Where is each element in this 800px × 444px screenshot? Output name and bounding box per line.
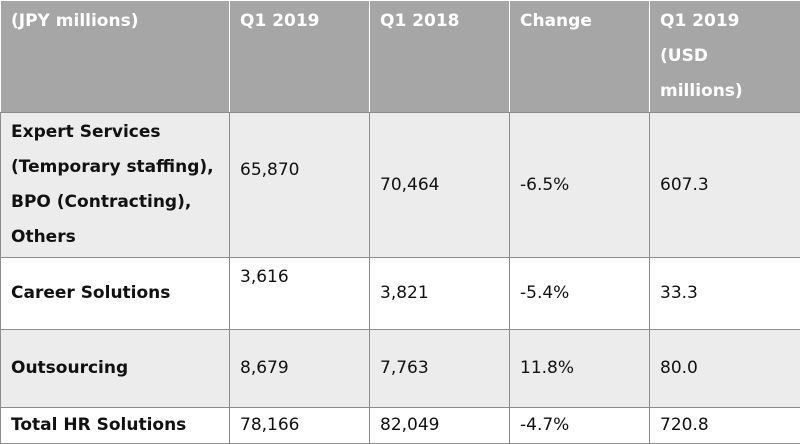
table-header-row: (JPY millions) Q1 2019 Q1 2018 Change Q1…: [1, 1, 800, 113]
cell-q1-2019-usd: 607.3: [650, 113, 800, 258]
cell-q1-2018: 82,049: [370, 408, 510, 444]
cell-q1-2018: 3,821: [370, 258, 510, 330]
cell-q1-2019-usd: 720.8: [650, 408, 800, 444]
header-q1-2019: Q1 2019: [230, 1, 370, 113]
row-label: Career Solutions: [1, 258, 230, 330]
row-label: Expert Services (Temporary staffing), BP…: [1, 113, 230, 258]
table-row-career-solutions: Career Solutions 3,616 3,821 -5.4% 33.3: [1, 258, 800, 330]
cell-q1-2018: 7,763: [370, 330, 510, 408]
table-row-expert-services: Expert Services (Temporary staffing), BP…: [1, 113, 800, 258]
cell-q1-2018: 70,464: [370, 113, 510, 258]
header-change: Change: [510, 1, 650, 113]
cell-q1-2019: 8,679: [230, 330, 370, 408]
cell-q1-2019-usd: 33.3: [650, 258, 800, 330]
header-jpy-millions: (JPY millions): [1, 1, 230, 113]
table-row-outsourcing: Outsourcing 8,679 7,763 11.8% 80.0: [1, 330, 800, 408]
cell-change: -6.5%: [510, 113, 650, 258]
cell-q1-2019: 65,870: [230, 113, 370, 258]
row-label: Total HR Solutions: [1, 408, 230, 444]
cell-change: -5.4%: [510, 258, 650, 330]
cell-q1-2019: 3,616: [230, 258, 370, 330]
row-label: Outsourcing: [1, 330, 230, 408]
header-q1-2018: Q1 2018: [370, 1, 510, 113]
cell-q1-2019: 78,166: [230, 408, 370, 444]
cell-change: -4.7%: [510, 408, 650, 444]
header-q1-2019-usd: Q1 2019 (USD millions): [650, 1, 800, 113]
table-row-total-hr-solutions: Total HR Solutions 78,166 82,049 -4.7% 7…: [1, 408, 800, 444]
cell-q1-2019-usd: 80.0: [650, 330, 800, 408]
cell-change: 11.8%: [510, 330, 650, 408]
